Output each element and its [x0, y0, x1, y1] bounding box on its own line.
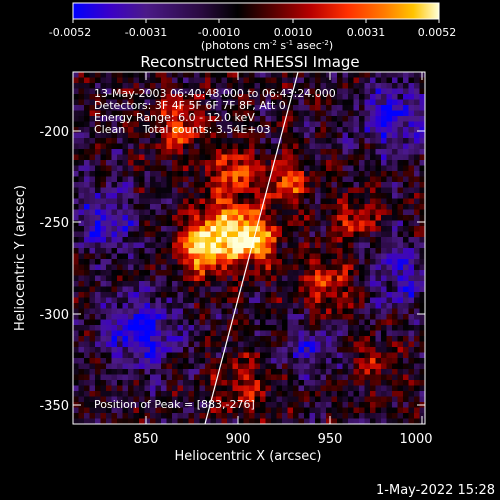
plot-frame	[72, 71, 426, 425]
colorbar-tick-label: 0.0052	[418, 26, 457, 39]
x-tick-label: 1000	[399, 432, 432, 447]
x-axis-label: Heliocentric X (arcsec)	[175, 449, 322, 464]
annotation-peak-position: Position of Peak = [883,-276]	[94, 398, 255, 411]
annotation-energy-range: Energy Range: 6.0 - 12.0 keV	[94, 111, 255, 124]
annotation-counts: Clean Total counts: 3.54E+03	[94, 123, 271, 136]
colorbar-ticks	[72, 19, 440, 23]
y-tick-label: -350	[39, 399, 69, 414]
colorbar-tick-label: -0.0010	[198, 26, 240, 39]
y-axis-ticks	[73, 130, 425, 406]
x-axis-ticks	[145, 72, 423, 424]
colorbar-tick-label: -0.0031	[125, 26, 167, 39]
annotation-detectors: Detectors: 3F 4F 5F 6F 7F 8F, Att 0	[94, 99, 286, 112]
footer-date: 1-May-2022 15:28	[376, 483, 495, 498]
colorbar-tick-label: -0.0052	[49, 26, 91, 39]
annotation-time-range: 13-May-2003 06:40:48.000 to 06:43:24.000	[94, 87, 336, 100]
x-tick-label: 850	[134, 432, 159, 447]
y-tick-label: -300	[39, 308, 69, 323]
colorbar	[72, 2, 440, 20]
colorbar-unit: (photons cm-2 s-1 asec-2)	[201, 39, 333, 52]
x-tick-label: 900	[226, 432, 251, 447]
colorbar-tick-label: 0.0031	[347, 26, 386, 39]
plot-title: Reconstructed RHESSI Image	[140, 53, 359, 71]
solar-limb-line	[204, 72, 299, 424]
y-axis-label: Heliocentric Y (arcsec)	[13, 185, 28, 331]
rhessi-image	[73, 72, 425, 424]
y-tick-label: -200	[39, 125, 69, 140]
y-tick-label: -250	[39, 216, 69, 231]
colorbar-tick-label: 0.0010	[274, 26, 313, 39]
x-tick-label: 950	[318, 432, 343, 447]
